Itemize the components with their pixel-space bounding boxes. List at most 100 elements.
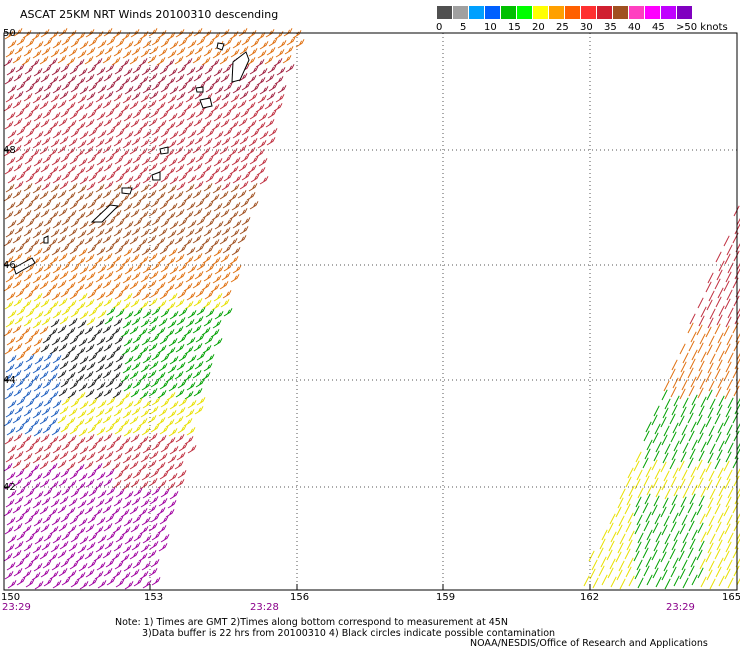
wind-barb: [716, 359, 723, 371]
wind-barb: [13, 568, 23, 577]
wind-barb: [88, 173, 98, 182]
wind-barb: [257, 50, 267, 59]
wind-barb: [123, 203, 133, 212]
wind-barb: [193, 118, 203, 127]
wind-barb: [239, 136, 249, 145]
wind-barb: [628, 575, 635, 587]
wind-barb: [52, 175, 62, 184]
wind-barb: [166, 302, 176, 311]
wind-barb: [57, 370, 67, 379]
wind-barb: [160, 174, 170, 183]
wind-barb: [93, 103, 103, 112]
wind-barb: [59, 451, 69, 460]
wind-barb: [186, 67, 196, 76]
wind-barb: [176, 272, 186, 281]
colorbar-label: 40: [628, 22, 641, 33]
wind-barb: [222, 245, 232, 254]
wind-barb: [31, 302, 41, 311]
wind-barb: [70, 579, 80, 588]
wind-barb: [687, 367, 694, 379]
wind-barb: [268, 128, 278, 137]
wind-barb: [169, 266, 179, 275]
wind-barb: [149, 496, 159, 505]
wind-barb: [21, 372, 31, 381]
wind-barb: [94, 481, 104, 490]
wind-barb: [94, 526, 104, 535]
wind-barb: [61, 352, 71, 361]
wind-barb: [201, 327, 211, 336]
wind-barb: [690, 466, 697, 478]
wind-barb: [673, 575, 680, 587]
wind-barb: [176, 182, 186, 191]
wind-barb: [69, 291, 79, 300]
wind-barb: [33, 428, 43, 437]
wind-barb: [274, 31, 284, 40]
wind-barb: [57, 505, 67, 514]
wind-barb: [13, 208, 23, 217]
wind-barb: [169, 311, 179, 320]
wind-barb: [699, 423, 706, 435]
lon-label: 159: [436, 592, 455, 603]
wind-barb: [178, 353, 188, 362]
wind-barb: [86, 47, 96, 56]
wind-barb: [177, 110, 187, 119]
wind-barb: [16, 82, 26, 91]
wind-barb: [670, 566, 677, 578]
wind-barb: [51, 112, 61, 121]
wind-barb: [120, 554, 130, 563]
wind-barb: [103, 523, 113, 532]
wind-barb: [718, 485, 725, 497]
wind-barb: [709, 308, 716, 320]
wind-barb: [61, 37, 71, 46]
wind-barb: [4, 121, 14, 130]
wind-barb: [52, 220, 62, 229]
wind-barb: [24, 246, 34, 255]
wind-barb: [228, 103, 238, 112]
wind-barb: [210, 149, 220, 158]
map-border: [3, 32, 738, 591]
wind-barb: [60, 469, 70, 478]
wind-barb: [723, 505, 730, 517]
wind-barb: [184, 436, 194, 445]
wind-barb: [663, 560, 670, 572]
wind-barb: [214, 266, 224, 275]
wind-barb: [203, 183, 213, 192]
wind-barb: [4, 526, 14, 535]
wind-barb: [192, 325, 202, 334]
wind-barb: [219, 281, 229, 290]
wind-barb: [148, 343, 158, 352]
wind-barb: [183, 283, 193, 292]
wind-barb: [258, 68, 268, 77]
wind-barb: [259, 41, 269, 50]
wind-barb: [58, 253, 68, 262]
wind-barb: [267, 65, 277, 74]
wind-barb: [88, 488, 98, 497]
wind-barb: [94, 391, 104, 400]
wind-barb: [129, 191, 139, 200]
wind-barb: [681, 379, 688, 391]
wind-barb: [86, 317, 96, 326]
wind-barb: [94, 571, 104, 580]
wind-barb: [205, 39, 215, 48]
wind-barb: [705, 281, 712, 293]
wind-barb: [151, 307, 161, 316]
wind-barb: [50, 319, 60, 328]
wind-barb: [187, 40, 197, 49]
wind-barb: [214, 131, 224, 140]
wind-barb: [68, 183, 78, 192]
wind-barb: [697, 567, 704, 579]
wind-barb: [85, 119, 95, 128]
wind-barb: [75, 374, 85, 383]
wind-barb: [651, 414, 658, 426]
wind-barb: [232, 265, 242, 274]
wind-barb: [628, 485, 635, 497]
wind-barb: [58, 388, 68, 397]
wind-barb: [175, 434, 185, 443]
wind-barb: [141, 337, 151, 346]
wind-barb: [138, 148, 148, 157]
lon-label: 165: [722, 592, 740, 603]
wind-barb: [52, 490, 62, 499]
wind-barb: [150, 559, 160, 568]
wind-barb: [14, 136, 24, 145]
wind-barb: [102, 460, 112, 469]
